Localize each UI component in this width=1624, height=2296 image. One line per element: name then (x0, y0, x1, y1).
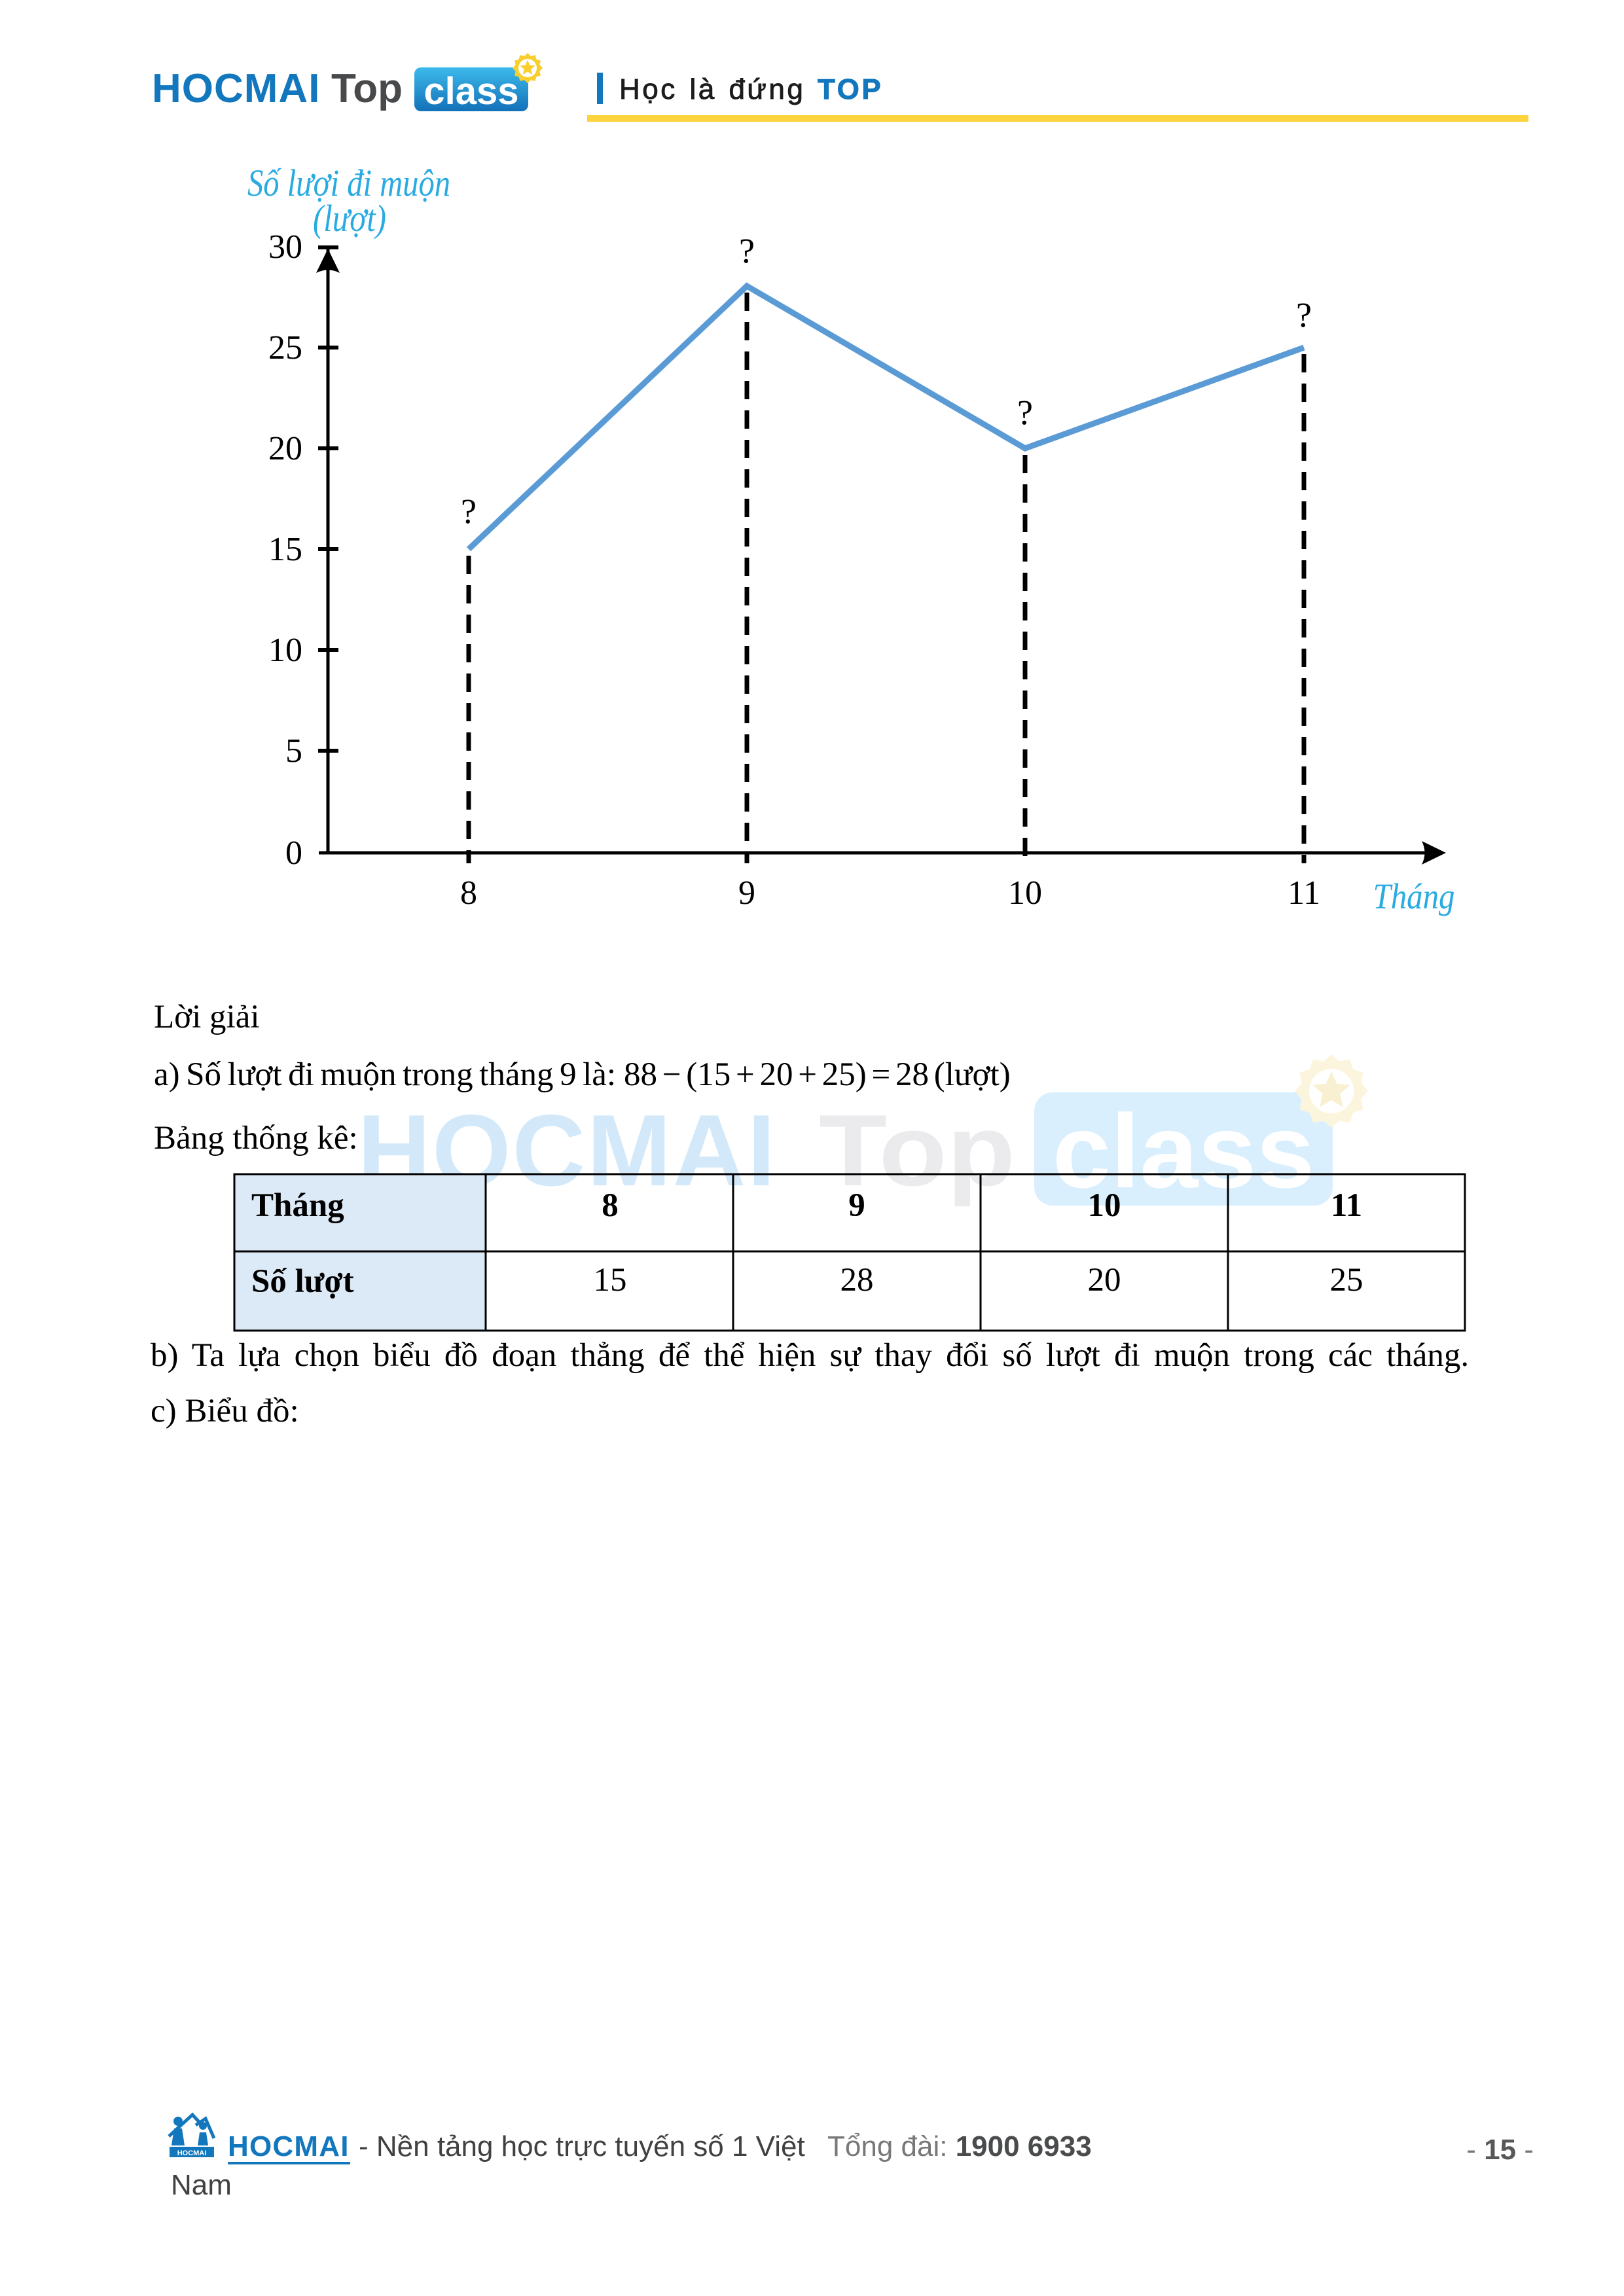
svg-text:Nam: Nam (171, 2169, 232, 2201)
svg-text:HOCMAI: HOCMAI (152, 66, 320, 111)
svg-text:25: 25 (1330, 1262, 1363, 1299)
svg-text:30: 30 (268, 228, 302, 266)
svg-text:b) Ta lựa chọn biểu đồ đoạn th: b) Ta lựa chọn biểu đồ đoạn thẳng để thể… (151, 1337, 1469, 1374)
svg-text:a) Số lượt đi muộn trong tháng: a) Số lượt đi muộn trong tháng 9 là: (154, 1056, 616, 1093)
svg-text:15: 15 (268, 531, 302, 568)
svg-text:10: 10 (1088, 1187, 1121, 1224)
svg-text:15: 15 (594, 1262, 627, 1299)
svg-text:0: 0 (285, 834, 302, 872)
svg-text:c) Biểu đồ:: c) Biểu đồ: (151, 1393, 299, 1429)
svg-text:- 15 -: - 15 - (1466, 2134, 1534, 2166)
svg-text:88 − (15 + 20 + 25) = 28 (lượt: 88 − (15 + 20 + 25) = 28 (lượt) (624, 1056, 1011, 1093)
svg-text:- Nền tảng học trực tuyến số 1: - Nền tảng học trực tuyến số 1 Việt (359, 2130, 805, 2162)
svg-text:8: 8 (460, 874, 477, 912)
svg-text:Lời giải: Lời giải (154, 999, 260, 1035)
svg-text:Top: Top (819, 1094, 1015, 1207)
svg-text:8: 8 (602, 1187, 619, 1224)
svg-text:25: 25 (268, 329, 302, 367)
svg-text:5: 5 (285, 732, 302, 770)
svg-text:class: class (424, 70, 518, 113)
svg-text:9: 9 (848, 1187, 865, 1224)
svg-text:?: ? (1296, 295, 1312, 334)
svg-text:?: ? (1017, 393, 1033, 432)
svg-text:HOCMAI: HOCMAI (228, 2130, 350, 2162)
svg-text:10: 10 (1008, 874, 1042, 912)
svg-text:HOCMAI: HOCMAI (177, 2149, 207, 2157)
svg-text:20: 20 (1088, 1262, 1121, 1299)
svg-text:10: 10 (268, 632, 302, 669)
svg-text:Tháng: Tháng (1373, 876, 1455, 916)
svg-text:?: ? (461, 492, 477, 531)
svg-text:11: 11 (1331, 1187, 1362, 1224)
svg-text:(lượt): (lượt) (313, 197, 386, 240)
svg-text:20: 20 (268, 430, 302, 467)
svg-text:Tổng đài: 1900 6933: Tổng đài: 1900 6933 (827, 2130, 1092, 2162)
svg-text:Số lượt: Số lượt (251, 1263, 354, 1300)
svg-text:28: 28 (840, 1262, 874, 1299)
svg-text:class: class (1053, 1092, 1314, 1210)
svg-text:Học là đứng TOP: Học là đứng TOP (619, 73, 883, 105)
svg-text:11: 11 (1288, 874, 1320, 912)
svg-text:9: 9 (738, 874, 755, 912)
svg-text:Top: Top (331, 66, 403, 111)
svg-text:?: ? (739, 231, 755, 270)
svg-text:Bảng thống kê:: Bảng thống kê: (154, 1120, 358, 1157)
svg-text:Tháng: Tháng (251, 1187, 344, 1224)
svg-text:Số lượi đi muộn: Số lượi đi muộn (247, 162, 450, 204)
